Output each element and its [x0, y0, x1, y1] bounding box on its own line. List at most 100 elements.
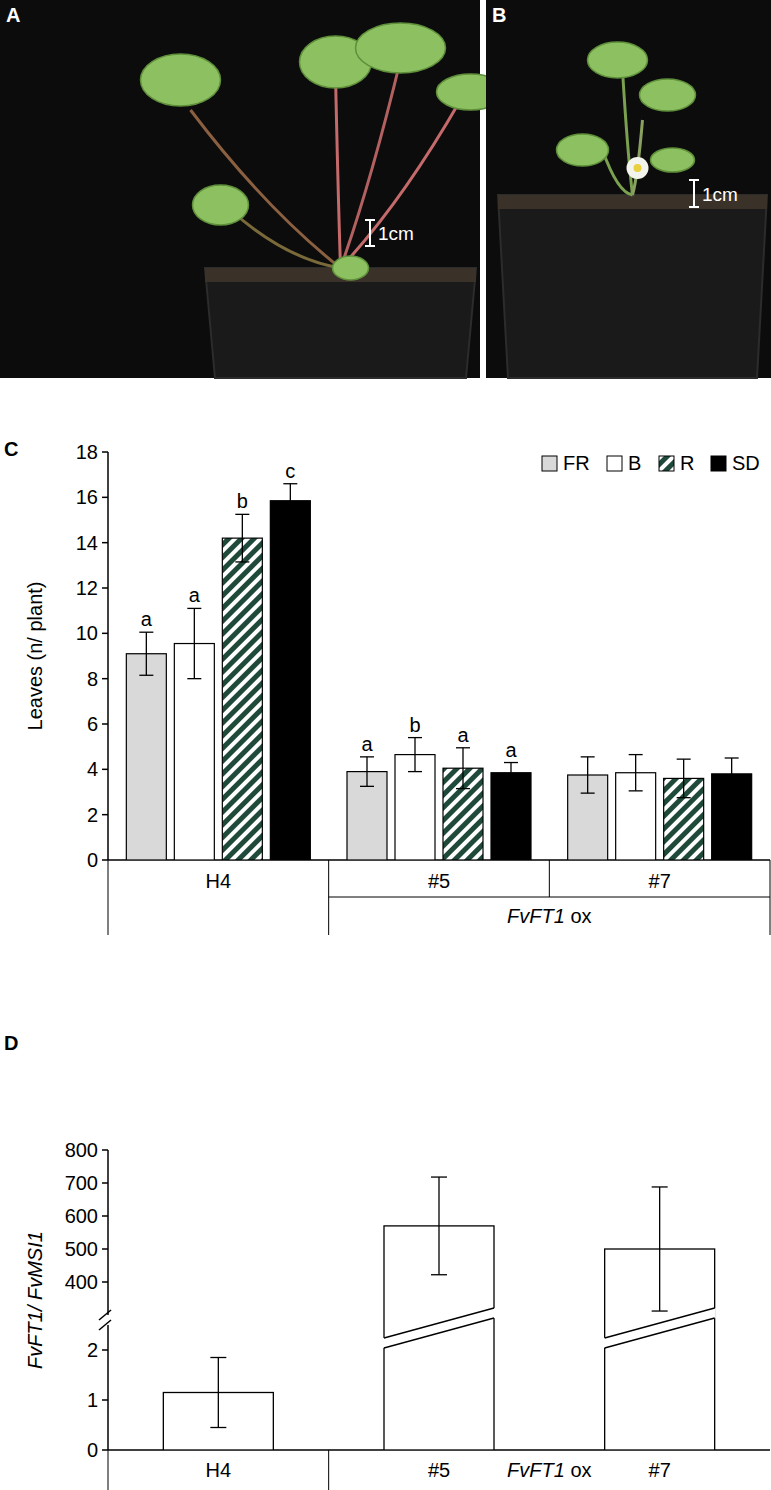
chart-d: DFvFT1/ FvMSI1012400500600700800H4#5#7Fv… [4, 1032, 770, 1490]
legend-swatch [711, 456, 726, 471]
error-bar [462, 748, 463, 789]
y-tick-label: 700 [65, 1172, 98, 1194]
error-cap [408, 737, 422, 738]
y-tick [102, 542, 108, 544]
error-cap [456, 788, 470, 789]
error-cap [360, 756, 374, 757]
y-tick [102, 1215, 108, 1217]
x-tick-label: #7 [649, 870, 671, 892]
photo-panel: A1cm [0, 0, 505, 378]
x-tick-label: #5 [428, 870, 450, 892]
scale-bar-cap [689, 206, 699, 208]
y-tick [102, 814, 108, 816]
error-bar [659, 1187, 660, 1311]
error-cap [408, 771, 422, 772]
bar [222, 538, 262, 860]
y-tick [102, 1399, 108, 1401]
error-cap [235, 561, 249, 562]
chart-c: CLeaves (n/ plant)024681012141618aaabbac… [4, 438, 770, 935]
error-cap [725, 757, 739, 758]
legend-label: B [628, 452, 641, 474]
error-cap [504, 762, 518, 763]
significance-letter: a [141, 608, 153, 630]
y-tick [102, 723, 108, 725]
y-tick-label: 6 [87, 713, 98, 735]
scale-bar-cap [689, 179, 699, 181]
group-line [329, 897, 770, 898]
y-tick [102, 859, 108, 861]
legend-swatch [659, 456, 674, 471]
group-label-italic: FvFT1 [507, 905, 565, 927]
leaf [193, 185, 249, 225]
y-tick [102, 633, 108, 635]
error-bar [242, 514, 243, 562]
error-cap [629, 754, 643, 755]
scale-bar-cap [365, 219, 375, 221]
y-tick-label: 500 [65, 1238, 98, 1260]
y-tick [102, 769, 108, 771]
y-tick-label: 2 [87, 804, 98, 826]
y-axis [107, 1325, 109, 1450]
error-bar [587, 757, 588, 793]
panel-label: A [6, 4, 20, 26]
legend-label: R [680, 452, 694, 474]
y-tick [102, 1349, 108, 1351]
error-bar [366, 757, 367, 786]
pot [498, 195, 767, 378]
axis-break-mark [99, 1320, 111, 1330]
scale-bar [693, 180, 695, 207]
significance-letter: a [457, 724, 469, 746]
flower-center [634, 164, 642, 172]
panel-label: B [492, 4, 506, 26]
figure: A1cmB1cmCLeaves (n/ plant)02468101214161… [0, 0, 771, 1490]
error-bar [510, 763, 511, 783]
error-cap [235, 514, 249, 515]
bar-break [383, 1308, 495, 1348]
y-axis [107, 1150, 109, 1315]
y-tick [102, 1449, 108, 1451]
error-cap [187, 678, 201, 679]
leaf [640, 79, 696, 111]
stem [191, 110, 341, 268]
error-cap [581, 756, 595, 757]
group-label-italic: FvFT1 [507, 1459, 565, 1481]
y-tick-label: 2 [87, 1339, 98, 1361]
photo-background [486, 0, 771, 378]
error-bar [414, 738, 415, 772]
group-label-rest: ox [565, 905, 592, 927]
y-tick-label: 400 [65, 1271, 98, 1293]
scale-bar-cap [365, 245, 375, 247]
y-axis [107, 452, 109, 860]
y-tick-label: 600 [65, 1205, 98, 1227]
bar-break-line [605, 1318, 715, 1348]
bars [126, 484, 751, 860]
error-bar [146, 632, 147, 675]
stem [341, 100, 461, 268]
legend-label: FR [563, 452, 590, 474]
error-cap [629, 790, 643, 791]
y-tick [102, 451, 108, 453]
error-bar [290, 484, 291, 518]
flower [627, 157, 649, 179]
y-tick-label: 16 [76, 486, 98, 508]
y-tick-label: 8 [87, 668, 98, 690]
axis-break-mark [99, 1310, 111, 1320]
error-cap [139, 675, 153, 676]
bar [126, 654, 166, 860]
error-cap [210, 1427, 226, 1428]
error-cap [283, 483, 297, 484]
error-bar [635, 755, 636, 791]
photo-background [0, 0, 480, 378]
error-cap [677, 758, 691, 759]
error-cap [652, 1310, 668, 1311]
bar [270, 501, 310, 860]
error-cap [725, 789, 739, 790]
y-tick-label: 1 [87, 1389, 98, 1411]
y-tick-label: 0 [87, 849, 98, 871]
error-cap [652, 1186, 668, 1187]
error-cap [187, 608, 201, 609]
error-bar [438, 1177, 439, 1275]
error-cap [360, 786, 374, 787]
significance-letter: a [505, 739, 517, 761]
significance-letter: b [237, 490, 248, 512]
